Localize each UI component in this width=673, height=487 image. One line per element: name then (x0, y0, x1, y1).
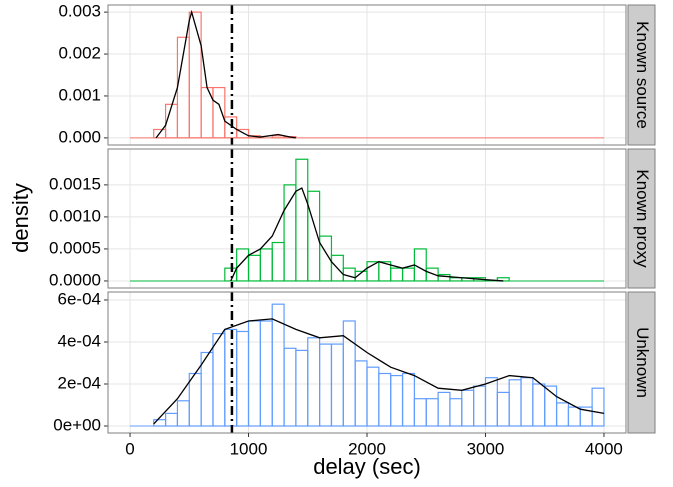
histogram-bar (496, 277, 510, 282)
x-tick-label: 4000 (585, 439, 623, 458)
histogram-bar (212, 86, 226, 139)
panel-border (107, 148, 627, 289)
histogram-bar (224, 116, 238, 139)
strip (627, 148, 656, 289)
y-tick-label: 0.001 (58, 85, 101, 104)
y-tick-label: 4e-04 (58, 331, 101, 350)
y-tick-label: 2e-04 (58, 373, 101, 392)
y-tick-label: 6e-04 (58, 289, 101, 308)
strip (627, 291, 656, 434)
histogram-bar (236, 128, 250, 139)
x-tick-label: 3000 (467, 439, 505, 458)
y-tick-label: 0.000 (58, 127, 101, 146)
y-tick-label: 0.002 (58, 44, 101, 63)
panel-border (107, 4, 627, 146)
density-line (155, 9, 297, 139)
histogram-bar (188, 11, 202, 139)
y-tick-label: 0.0015 (49, 174, 101, 193)
y-tick-label: 0.0010 (49, 206, 101, 225)
x-tick-label: 1000 (230, 439, 268, 458)
strip-label: Known proxy (633, 169, 652, 268)
y-tick-label: 0e+00 (53, 415, 101, 434)
x-axis-label: delay (sec) (313, 454, 421, 479)
y-tick-label: 0.0005 (49, 238, 101, 257)
y-axis-label: density (8, 183, 33, 253)
histogram-bar (591, 387, 605, 427)
strip-label: Unknown (633, 327, 652, 398)
density-line (153, 318, 605, 425)
x-tick-label: 2000 (348, 439, 386, 458)
x-tick-label: 0 (125, 439, 134, 458)
y-tick-label: 0.003 (58, 2, 101, 21)
density-line (230, 187, 504, 282)
strip-label: Known source (633, 21, 652, 129)
strip (627, 4, 656, 146)
y-tick-label: 0.0000 (49, 270, 101, 289)
